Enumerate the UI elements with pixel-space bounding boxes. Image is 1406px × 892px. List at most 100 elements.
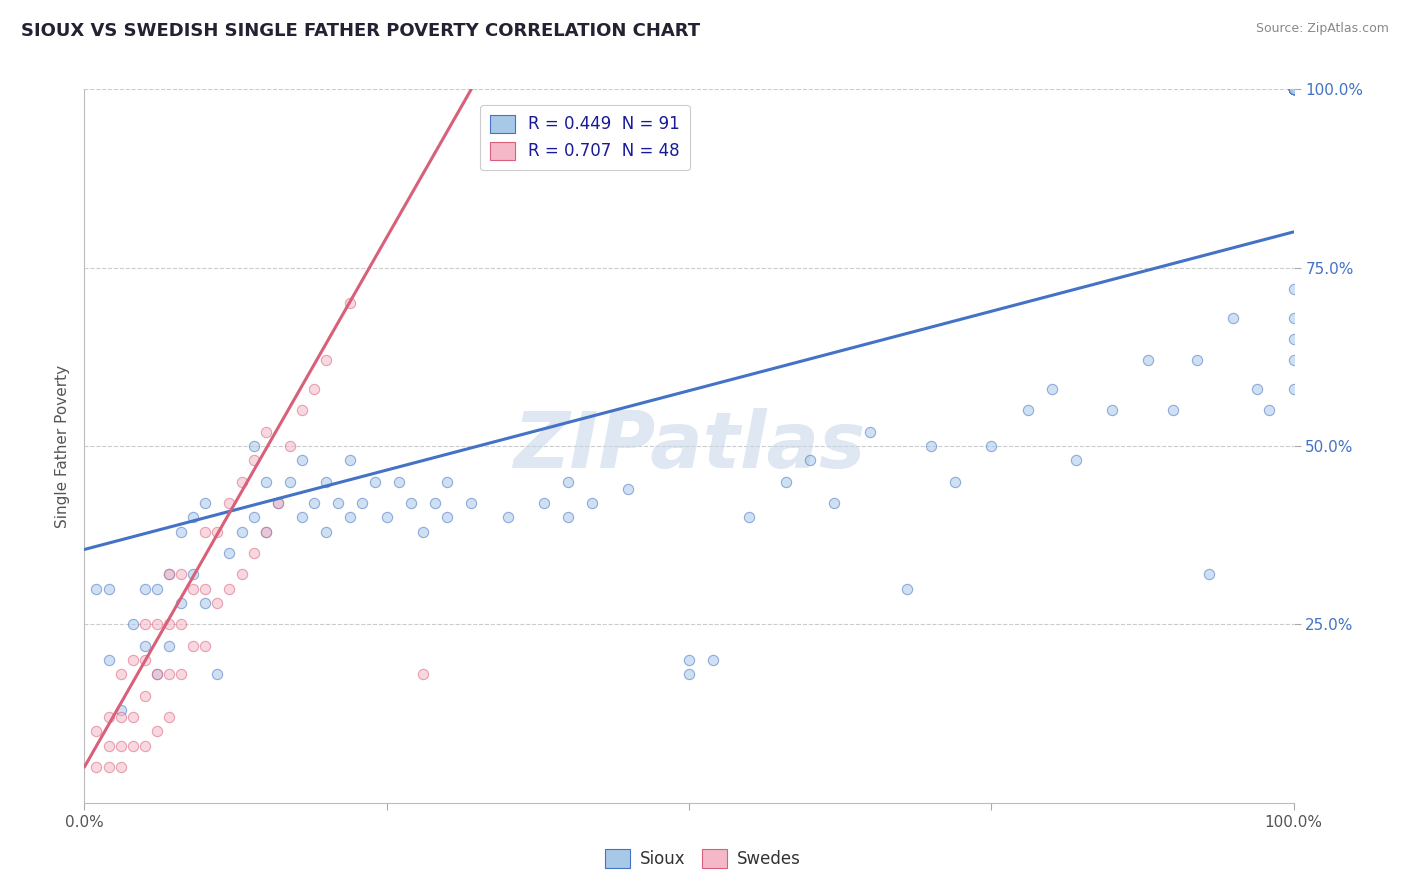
Point <box>1282 82 1305 96</box>
Point <box>110 667 132 681</box>
Point <box>1282 82 1305 96</box>
Point <box>291 510 314 524</box>
Point <box>97 739 120 753</box>
Point <box>170 617 193 632</box>
Point <box>315 353 337 368</box>
Point <box>1282 82 1305 96</box>
Point <box>980 439 1002 453</box>
Point <box>121 653 143 667</box>
Point <box>339 453 361 467</box>
Point <box>423 496 446 510</box>
Point <box>242 546 264 560</box>
Point <box>170 596 193 610</box>
Point <box>134 617 156 632</box>
Point <box>110 739 132 753</box>
Point <box>436 510 458 524</box>
Point <box>388 475 411 489</box>
Point <box>207 524 229 539</box>
Point <box>496 510 519 524</box>
Point <box>170 667 193 681</box>
Point <box>254 524 277 539</box>
Point <box>146 724 169 739</box>
Point <box>218 582 240 596</box>
Point <box>134 739 156 753</box>
Point <box>1282 82 1305 96</box>
Text: Source: ZipAtlas.com: Source: ZipAtlas.com <box>1256 22 1389 36</box>
Point <box>110 760 132 774</box>
Point <box>218 496 240 510</box>
Point <box>254 425 277 439</box>
Point <box>242 439 264 453</box>
Point <box>1198 567 1220 582</box>
Point <box>278 475 301 489</box>
Point <box>97 760 120 774</box>
Point <box>617 482 640 496</box>
Point <box>134 639 156 653</box>
Point <box>291 453 314 467</box>
Point <box>1137 353 1160 368</box>
Point <box>134 582 156 596</box>
Point <box>896 582 918 596</box>
Point <box>121 617 143 632</box>
Point <box>302 496 325 510</box>
Point <box>267 496 290 510</box>
Point <box>267 496 290 510</box>
Point <box>86 760 108 774</box>
Point <box>181 567 204 582</box>
Point <box>254 524 277 539</box>
Text: ZIPatlas: ZIPatlas <box>513 408 865 484</box>
Point <box>375 510 398 524</box>
Point <box>146 667 169 681</box>
Point <box>557 475 579 489</box>
Point <box>86 582 108 596</box>
Point <box>1101 403 1123 417</box>
Point <box>678 653 700 667</box>
Point <box>194 496 217 510</box>
Legend: R = 0.449  N = 91, R = 0.707  N = 48: R = 0.449 N = 91, R = 0.707 N = 48 <box>479 104 690 170</box>
Point <box>97 710 120 724</box>
Point <box>1282 332 1305 346</box>
Point <box>157 567 180 582</box>
Point <box>1040 382 1063 396</box>
Point <box>231 524 253 539</box>
Point <box>134 653 156 667</box>
Point <box>121 739 143 753</box>
Point <box>231 475 253 489</box>
Point <box>412 667 434 681</box>
Point <box>110 703 132 717</box>
Point <box>1282 282 1305 296</box>
Point <box>823 496 845 510</box>
Point <box>97 582 120 596</box>
Point <box>231 567 253 582</box>
Point <box>181 582 204 596</box>
Point <box>436 475 458 489</box>
Point <box>1064 453 1087 467</box>
Point <box>328 496 350 510</box>
Point <box>859 425 882 439</box>
Point <box>181 639 204 653</box>
Point <box>460 496 482 510</box>
Point <box>557 510 579 524</box>
Point <box>533 496 555 510</box>
Point <box>1282 82 1305 96</box>
Point <box>1282 82 1305 96</box>
Point <box>157 667 180 681</box>
Point <box>146 617 169 632</box>
Point <box>170 567 193 582</box>
Point <box>1282 82 1305 96</box>
Point <box>315 475 337 489</box>
Point <box>1258 403 1281 417</box>
Point <box>1282 82 1305 96</box>
Point <box>194 524 217 539</box>
Point <box>775 475 797 489</box>
Point <box>157 710 180 724</box>
Point <box>1282 82 1305 96</box>
Point <box>97 653 120 667</box>
Point <box>1161 403 1184 417</box>
Point <box>920 439 942 453</box>
Point <box>194 582 217 596</box>
Point <box>291 403 314 417</box>
Point <box>1282 353 1305 368</box>
Point <box>242 510 264 524</box>
Point <box>399 496 422 510</box>
